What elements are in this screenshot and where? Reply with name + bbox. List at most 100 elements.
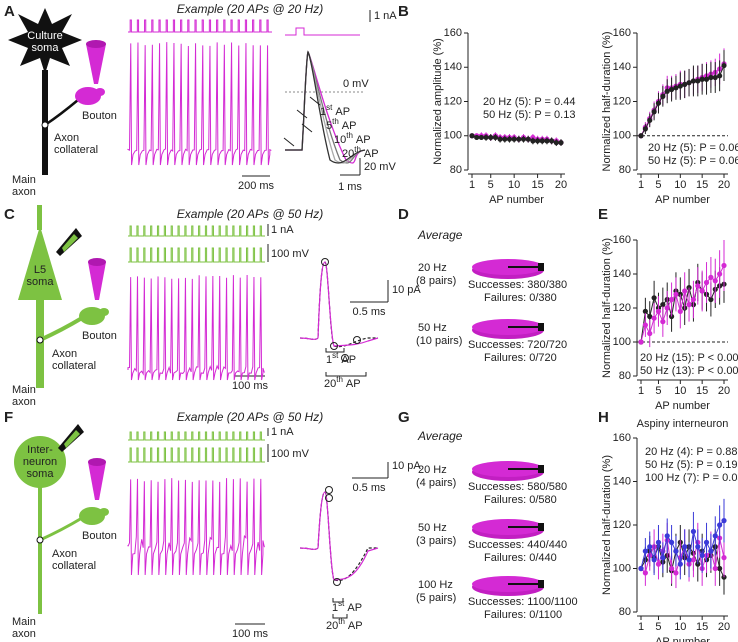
ap-ordinal: st [338,599,345,608]
x-tick-label: 1 [638,179,644,191]
y-tick-label: 100 [613,562,631,574]
successes: Successes: 720/720 [468,339,567,351]
data-point [695,544,701,550]
ap-ordinal: th [338,617,345,626]
ap-text: AP [364,148,379,160]
scale-label: 1 ms [338,181,362,193]
data-point [712,74,718,81]
data-point [708,548,714,554]
data-point [690,296,697,303]
ap-label: 1st AP [326,351,356,366]
pairs: (10 pairs) [416,335,462,347]
panel-letter: G [398,409,410,426]
ap-label: 1st AP [332,599,362,614]
collateral-label: collateral [52,360,96,372]
ap-number: 5 [326,120,332,132]
stim-trace [128,19,272,33]
data-point [682,288,688,294]
data-point [642,570,648,576]
data-point [668,296,675,303]
x-tick-label: 1 [638,621,644,633]
x-tick-label: 20 [718,385,730,397]
data-point [682,81,688,87]
ap-text: AP [342,120,357,132]
zero-label: 0 mV [343,78,369,90]
collateral-label: collateral [54,144,98,156]
y-axis-label: Normalized half-duration (%) [601,32,613,172]
data-point [668,86,675,93]
y-axis-label: Normalized amplitude (%) [432,38,444,165]
data-point [651,295,657,301]
x-tick-label: 15 [531,179,543,191]
data-point [651,109,657,115]
data-point [497,136,503,142]
frequency: 20 Hz [418,464,447,476]
x-axis-label: AP number [655,400,710,412]
stim-trace [128,447,265,463]
legend-entry: 20 Hz (5): P = 0.44 [483,96,575,108]
ap-number: 20 [326,620,338,632]
data-point [699,76,705,82]
y-tick-label: 140 [444,61,462,73]
ap-text: AP [335,106,350,118]
x-axis-label: AP number [655,194,710,206]
heading: Average [417,429,463,443]
axon-label: Main [12,174,36,186]
epsc-trace [299,261,379,347]
panel-letter: B [398,3,409,20]
data-point [660,319,666,325]
data-point [686,302,692,308]
x-axis-label: AP number [655,636,710,642]
data-point [478,134,484,141]
data-point [647,544,653,550]
marker [353,336,361,344]
y-tick-label: 80 [619,370,631,382]
x-tick-label: 15 [696,621,708,633]
data-point [712,533,718,539]
data-point [686,557,692,563]
data-point [655,308,662,314]
data-point [664,88,670,94]
legend-entry: 100 Hz (7): P = 0.03 [645,472,738,484]
ap-trace [285,50,366,164]
cell-drawing [18,205,109,388]
data-point [660,555,666,561]
ap-text: AP [348,620,363,632]
needle [538,263,544,271]
x-tick-label: 10 [674,385,686,397]
ap-text: AP [356,134,371,146]
data-point [642,322,648,328]
ap-label: 20th AP [342,145,379,160]
y-tick-label: 120 [444,95,462,107]
pairs: (8 pairs) [416,275,456,287]
data-point [647,330,653,337]
y-tick-label: 80 [450,164,462,176]
stim-trace [128,225,265,237]
x-tick-label: 5 [655,179,661,191]
collateral-label: collateral [52,560,96,572]
legend-entry: 20 Hz (5): P = 0.06 [648,142,738,154]
data-point [655,561,662,567]
epsc-trace [299,491,379,581]
x-tick-label: 20 [718,621,730,633]
ap-number: 1 [320,106,326,118]
data-point [549,138,555,144]
y-tick-label: 140 [613,268,631,280]
ap-label: 20th AP [324,375,361,390]
axon-label: axon [12,628,36,640]
x-tick-label: 20 [718,179,730,191]
y-tick-label: 100 [444,130,462,142]
data-point [712,278,718,284]
x-tick-label: 15 [696,385,708,397]
data-point [651,557,657,563]
x-axis-label: AP number [489,194,544,206]
y-tick-label: 100 [613,336,631,348]
panel-letter: A [4,3,15,20]
ap-ordinal: th [354,145,361,154]
scale-label: 1 nA [271,224,294,236]
successes: Successes: 380/380 [468,279,567,291]
data-point [717,271,723,277]
marker [321,258,329,266]
data-point [655,100,662,106]
ap-label: 1st AP [320,103,350,118]
